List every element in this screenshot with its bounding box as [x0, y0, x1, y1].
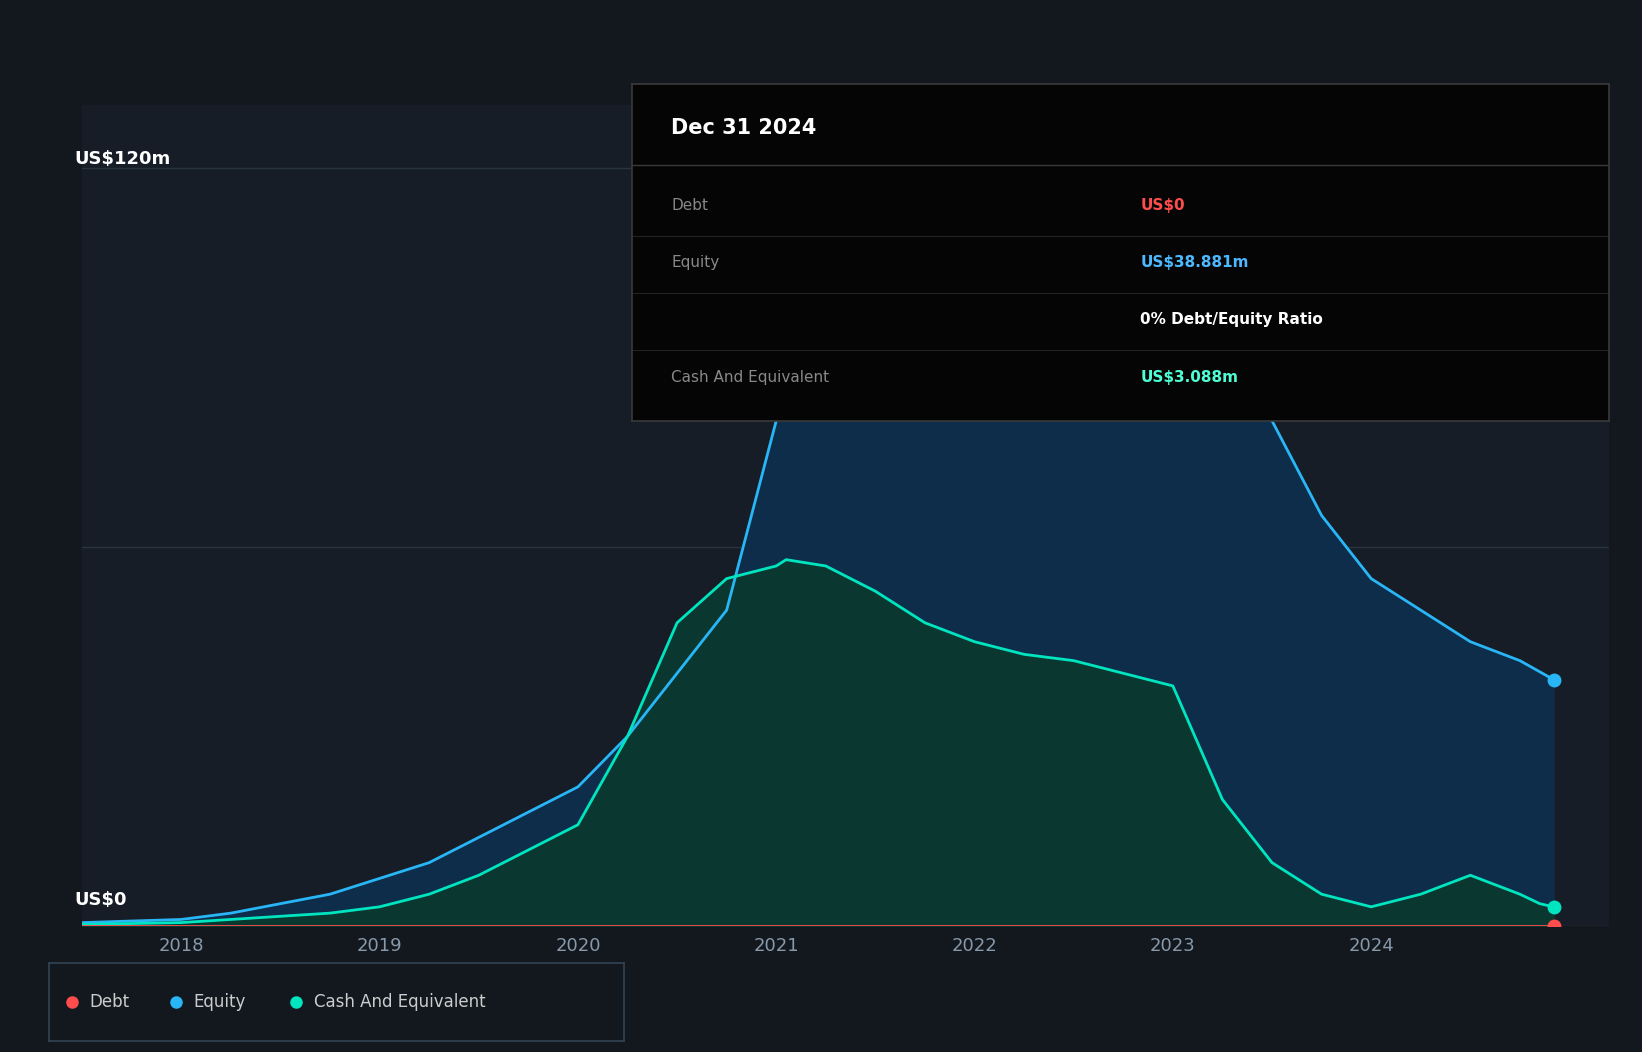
Text: Equity: Equity: [672, 255, 719, 270]
Text: 0% Debt/Equity Ratio: 0% Debt/Equity Ratio: [1140, 312, 1323, 327]
Text: US$0: US$0: [1140, 198, 1186, 213]
Text: US$38.881m: US$38.881m: [1140, 255, 1248, 270]
Text: US$3.088m: US$3.088m: [1140, 369, 1238, 385]
Text: Equity: Equity: [194, 993, 245, 1011]
Text: Cash And Equivalent: Cash And Equivalent: [672, 369, 829, 385]
Text: US$120m: US$120m: [74, 150, 171, 168]
Text: Dec 31 2024: Dec 31 2024: [672, 118, 816, 138]
Text: Debt: Debt: [672, 198, 708, 213]
Text: US$0: US$0: [74, 891, 126, 909]
Text: Debt: Debt: [90, 993, 130, 1011]
Text: Cash And Equivalent: Cash And Equivalent: [314, 993, 486, 1011]
